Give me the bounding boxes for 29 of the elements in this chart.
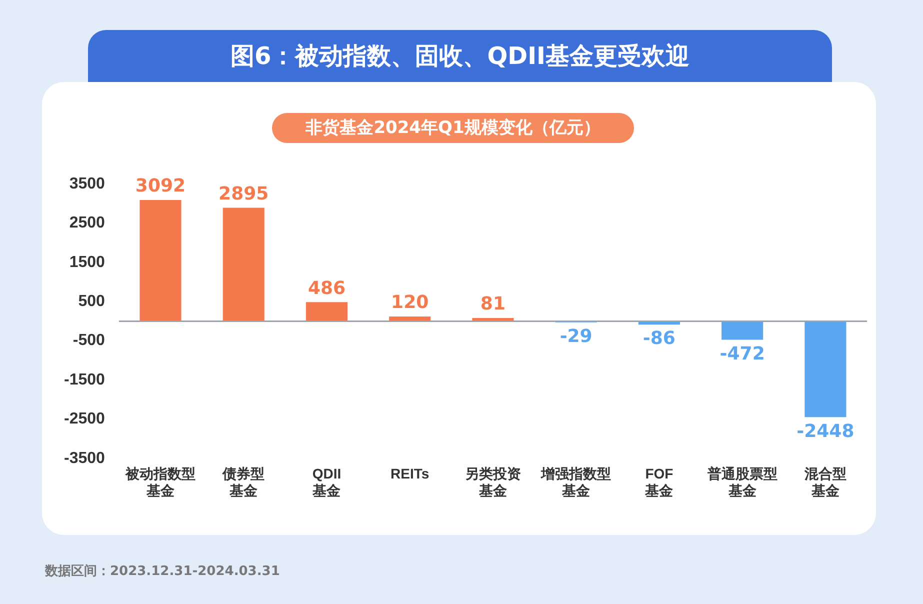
x-tick-label: 混合型基金 <box>803 466 846 498</box>
data-label: -2448 <box>796 420 854 442</box>
x-tick-label: 债券型基金 <box>222 466 265 498</box>
x-tick-label: REITs <box>390 466 430 482</box>
x-tick-label: 被动指数型基金 <box>124 466 196 498</box>
data-label: 81 <box>480 294 506 315</box>
data-label: -29 <box>560 326 592 348</box>
x-tick-label: QDII基金 <box>312 466 342 498</box>
y-tick-label: 3500 <box>69 175 106 192</box>
y-tick-label: -500 <box>72 332 106 350</box>
data-label: -472 <box>720 343 765 364</box>
data-label: 3092 <box>135 176 186 197</box>
x-tick-label: 普通股票型基金 <box>706 466 778 498</box>
y-tick-label: 2500 <box>69 214 106 232</box>
y-tick-label: 500 <box>78 293 106 310</box>
data-label: 2895 <box>218 183 269 204</box>
data-label: 120 <box>391 292 429 314</box>
data-label: -86 <box>642 328 676 350</box>
x-tick-label: 另类投资基金 <box>464 466 521 498</box>
x-tick-label: 增强指数型基金 <box>540 466 612 498</box>
y-tick-label: -1500 <box>64 371 106 388</box>
y-tick-label: -2500 <box>64 410 106 428</box>
chart-title: 图6：被动指数、固收、QDII基金更受欢迎 <box>88 30 832 82</box>
data-label: 486 <box>308 278 346 299</box>
chart-subtitle: 非货基金2024年Q1规模变化（亿元） <box>272 113 634 143</box>
y-tick-label: -3500 <box>64 450 106 467</box>
y-tick-label: 1500 <box>69 254 106 271</box>
x-tick-label: FOF基金 <box>644 466 674 498</box>
text: 数据区间：2023.12.31-2024.03.31 <box>45 563 280 580</box>
